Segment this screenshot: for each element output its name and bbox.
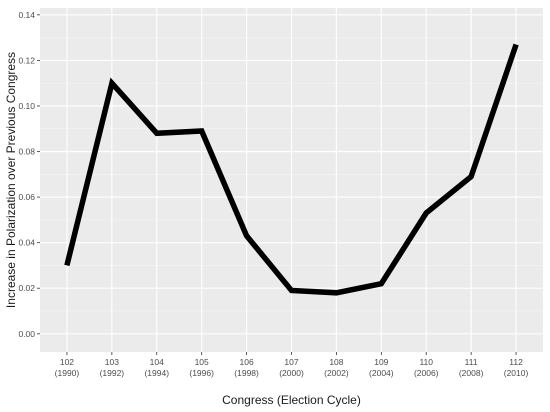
x-tick-label-congress: 111 <box>465 357 478 367</box>
x-tick-label-congress: 106 <box>239 357 253 367</box>
x-axis-title: Congress (Election Cycle) <box>222 393 361 407</box>
x-tick-label-congress: 105 <box>195 357 209 367</box>
x-tick-label-congress: 104 <box>150 357 164 367</box>
y-tick-label: 0.06 <box>18 192 35 202</box>
x-tick-label-year: (1996) <box>189 368 214 378</box>
x-tick-label-year: (1998) <box>234 368 259 378</box>
x-tick-label-year: (1992) <box>100 368 125 378</box>
y-tick-label: 0.00 <box>18 329 35 339</box>
x-tick-label-congress: 110 <box>419 357 433 367</box>
x-tick-label-year: (2010) <box>504 368 529 378</box>
x-tick-label-congress: 108 <box>329 357 343 367</box>
y-axis: 0.00 0.02 0.04 0.06 0.08 0.10 0.12 0.14 <box>18 10 40 339</box>
y-axis-title: Increase in Polarization over Previous C… <box>4 52 18 308</box>
x-tick-label-congress: 109 <box>374 357 388 367</box>
y-tick-label: 0.08 <box>18 147 35 157</box>
x-tick-label-year: (2002) <box>324 368 349 378</box>
x-axis: 102(1990)103(1992)104(1994)105(1996)106(… <box>55 352 529 378</box>
x-tick-label-year: (2006) <box>414 368 439 378</box>
y-tick-label: 0.10 <box>18 101 35 111</box>
x-tick-label-year: (1994) <box>144 368 169 378</box>
x-tick-label-congress: 107 <box>284 357 298 367</box>
x-tick-label-congress: 102 <box>60 357 74 367</box>
y-tick-label: 0.12 <box>18 55 35 65</box>
y-tick-label: 0.04 <box>18 238 35 248</box>
series-group <box>64 43 519 296</box>
y-tick-label: 0.02 <box>18 283 35 293</box>
x-tick-label-year: (2004) <box>369 368 394 378</box>
x-tick-label-congress: 103 <box>105 357 119 367</box>
x-tick-label-year: (1990) <box>55 368 80 378</box>
x-tick-label-year: (2000) <box>279 368 304 378</box>
y-tick-label: 0.14 <box>18 10 35 20</box>
x-tick-label-year: (2008) <box>459 368 484 378</box>
x-tick-label-congress: 112 <box>509 357 523 367</box>
